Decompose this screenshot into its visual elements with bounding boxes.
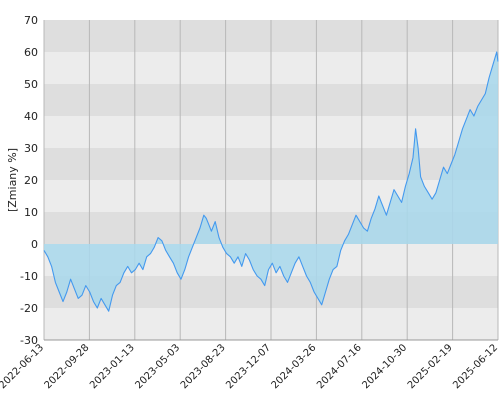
series-line bbox=[43, 51, 499, 312]
y-tick-label: 30 bbox=[24, 142, 38, 155]
y-tick-label: 20 bbox=[24, 174, 38, 187]
y-tick-label: 60 bbox=[24, 46, 38, 59]
y-tick-label: 70 bbox=[24, 14, 38, 27]
y-tick-label: 50 bbox=[24, 78, 38, 91]
x-tick-label: 2023-08-23 bbox=[179, 342, 228, 391]
x-tick-label: 2022-06-13 bbox=[0, 342, 46, 391]
y-tick-label: 0 bbox=[31, 238, 38, 251]
x-tick-label: 2023-05-03 bbox=[133, 342, 182, 391]
x-tick-label: 2023-12-07 bbox=[224, 342, 273, 391]
y-tick-label: 10 bbox=[24, 206, 38, 219]
vertical-gridlines bbox=[43, 20, 499, 340]
line-layer bbox=[43, 51, 499, 312]
x-tick-label: 2025-06-12 bbox=[451, 342, 500, 391]
y-axis: -30 -20 -10 0 10 20 30 40 50 60 70 bbox=[20, 14, 38, 347]
x-axis: 2022-06-132022-09-282023-01-132023-05-03… bbox=[0, 339, 500, 391]
x-tick-label: 2024-03-26 bbox=[270, 342, 319, 391]
x-tick-label: 2024-07-16 bbox=[315, 342, 364, 391]
y-tick-label: 40 bbox=[24, 110, 38, 123]
x-tick-label: 2024-10-30 bbox=[360, 342, 409, 391]
y-axis-label: [Zmiany %] bbox=[6, 148, 19, 212]
y-tick-label: -30 bbox=[20, 334, 38, 347]
x-tick-label: 2022-09-28 bbox=[43, 342, 92, 391]
y-tick-label: -20 bbox=[20, 302, 38, 315]
y-tick-label: -10 bbox=[20, 270, 38, 283]
x-tick-label: 2023-01-13 bbox=[88, 342, 137, 391]
x-tick-label: 2025-02-19 bbox=[406, 342, 455, 391]
